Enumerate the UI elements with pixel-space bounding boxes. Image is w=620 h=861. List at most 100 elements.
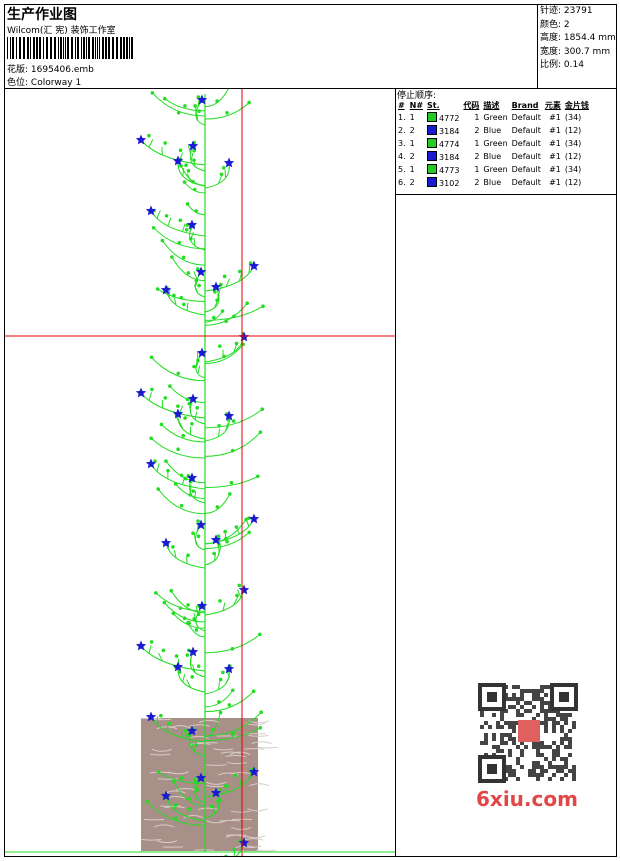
fabric-texture (213, 748, 234, 751)
stitch-dot (182, 302, 186, 307)
row: 5. 1 4773 1 Green Default #1 (34) (396, 163, 591, 176)
qr-cell (568, 741, 572, 745)
flower (187, 393, 199, 404)
swatch (427, 164, 438, 174)
bar (99, 37, 100, 59)
stitch-dot (194, 209, 199, 213)
flower (135, 640, 147, 651)
flower (160, 790, 172, 801)
flower (223, 410, 235, 421)
qr-cell (552, 757, 556, 761)
qr-cell (524, 701, 528, 705)
stitch-dot (259, 710, 263, 715)
qr-cell (560, 769, 564, 773)
cell-text: 1 (409, 113, 415, 122)
cell-text: Default (511, 152, 541, 161)
stitch-dot (183, 476, 188, 481)
vine (165, 542, 206, 569)
twig (182, 673, 186, 683)
stitch-dot (258, 632, 262, 637)
cell-text: 2 (409, 178, 415, 187)
stitch-dot (185, 397, 190, 402)
stitch-dot (223, 537, 228, 541)
qr-cell (540, 685, 544, 689)
stitch-dot (162, 600, 167, 605)
header-row: # N# St. 代码 描述 Brand 元素 金片钱 (396, 99, 591, 111)
bar (120, 37, 122, 59)
stop-sequence: 停止顺序: # N# St. 代码 描述 Brand 元素 金片钱 1. 1 4772 1 Green D… (396, 88, 617, 195)
value: Colorway 1 (30, 78, 82, 88)
stitch-dot (185, 653, 190, 657)
vine (204, 310, 223, 323)
qr-cell (480, 713, 484, 717)
stat: 比例: 0.14 (540, 59, 617, 73)
twig (217, 293, 219, 303)
qr-cell (512, 725, 516, 729)
vine (157, 288, 206, 302)
qr-cell (504, 733, 508, 737)
column-header: 代码 (463, 100, 480, 110)
column-header: 金片钱 (564, 100, 589, 110)
stitch-dot (223, 529, 227, 534)
vine (204, 690, 255, 713)
fabric-texture (175, 788, 197, 791)
qr-cell (536, 693, 540, 697)
flower (196, 347, 208, 358)
qr-cell (568, 745, 572, 749)
title: 生产作业图 (7, 7, 77, 23)
flower (210, 281, 222, 292)
cell: Green (481, 137, 509, 150)
vine (204, 518, 255, 545)
stitch-dot (195, 787, 200, 792)
stitch-dot (159, 422, 164, 427)
twig (212, 805, 216, 814)
divider (395, 88, 396, 857)
stitch-dot (219, 172, 224, 177)
bar (33, 37, 35, 59)
cell-text: Green (483, 139, 508, 148)
flower (248, 513, 260, 524)
twig (218, 286, 222, 295)
qr-cell (544, 701, 548, 705)
cell: 3102 (425, 176, 461, 189)
stitch-dot (195, 267, 200, 271)
fabric-texture (189, 724, 210, 727)
qr-cell (572, 721, 576, 725)
cell-text: 1 (474, 165, 480, 174)
watermark: 6xiu.com (476, 787, 578, 811)
qr-cell (484, 737, 488, 741)
stitch-dot (220, 309, 225, 313)
cell-text: (34) (564, 113, 582, 122)
stitch-dot (244, 517, 248, 522)
qr-cell (568, 713, 572, 717)
fabric-texture (230, 810, 252, 813)
stitch-dot (153, 459, 157, 463)
flower (186, 472, 198, 483)
cell: 1 (408, 137, 425, 150)
stitch-dot (218, 710, 223, 715)
bar (19, 37, 21, 59)
flower (172, 408, 184, 419)
qr-cell (508, 697, 512, 701)
twig (248, 265, 251, 274)
qr-cell (516, 685, 520, 689)
twig (193, 271, 198, 280)
stitch-dot (149, 355, 154, 360)
flower (195, 772, 207, 783)
twig (180, 729, 183, 738)
stitch-dot (218, 344, 222, 348)
fabric-texture (231, 826, 252, 831)
qr-cell (512, 693, 516, 697)
stitch-dot (193, 104, 197, 108)
fabric-texture (248, 734, 269, 737)
stitch-dot (194, 743, 198, 747)
vine (150, 437, 206, 459)
qr-cell (540, 765, 544, 769)
cell: #1 (543, 111, 563, 124)
twig (238, 778, 242, 788)
caption: 停止顺序: (397, 91, 437, 101)
fabric-texture (225, 754, 246, 758)
vine (204, 305, 264, 321)
cell-text: (12) (564, 126, 582, 135)
qr-cell (532, 697, 536, 701)
